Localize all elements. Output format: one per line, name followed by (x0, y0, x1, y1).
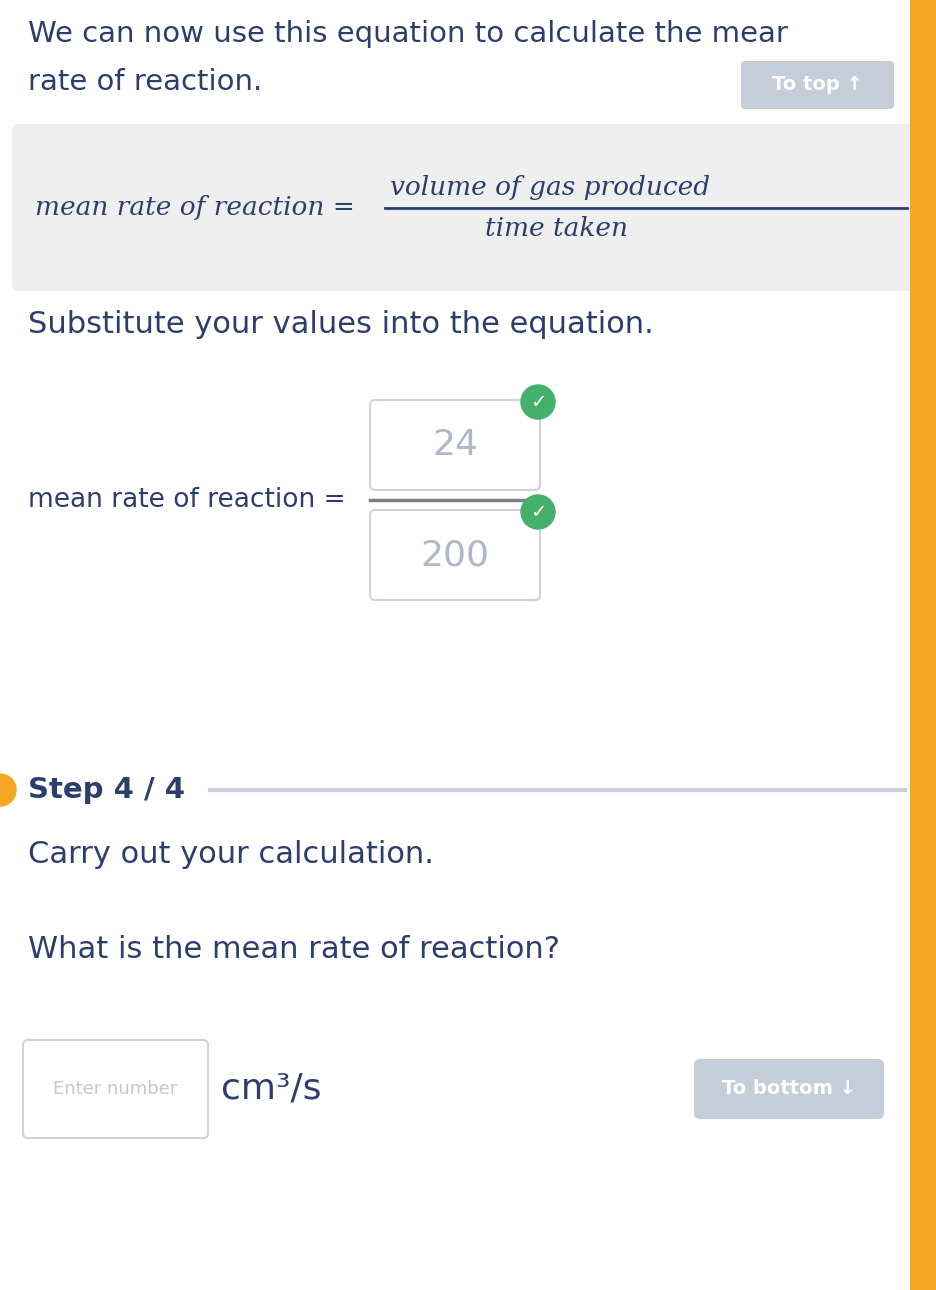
Text: volume of gas produced: volume of gas produced (389, 174, 709, 200)
Text: ✓: ✓ (529, 503, 546, 521)
Text: To top ↑: To top ↑ (771, 76, 862, 94)
Text: What is the mean rate of reaction?: What is the mean rate of reaction? (28, 935, 560, 964)
Text: cm³/s: cm³/s (221, 1072, 321, 1106)
Text: 24: 24 (431, 428, 477, 462)
Text: mean rate of reaction =: mean rate of reaction = (35, 195, 355, 221)
FancyBboxPatch shape (694, 1059, 883, 1118)
Text: rate of reaction.: rate of reaction. (28, 68, 262, 95)
FancyBboxPatch shape (12, 124, 915, 292)
Text: Enter number: Enter number (53, 1080, 178, 1098)
Text: 200: 200 (420, 538, 489, 571)
Text: To bottom ↓: To bottom ↓ (722, 1080, 856, 1099)
Circle shape (0, 774, 16, 806)
Text: time taken: time taken (485, 215, 627, 240)
Text: Substitute your values into the equation.: Substitute your values into the equation… (28, 310, 653, 339)
Text: Step 4 / 4: Step 4 / 4 (28, 777, 184, 804)
Text: Carry out your calculation.: Carry out your calculation. (28, 840, 433, 869)
Circle shape (520, 384, 554, 419)
FancyBboxPatch shape (370, 400, 539, 490)
Text: ✓: ✓ (529, 392, 546, 412)
FancyBboxPatch shape (23, 1040, 208, 1138)
FancyBboxPatch shape (370, 510, 539, 600)
Circle shape (520, 495, 554, 529)
FancyBboxPatch shape (740, 61, 893, 108)
Text: We can now use this equation to calculate the mear: We can now use this equation to calculat… (28, 21, 787, 48)
Text: mean rate of reaction =: mean rate of reaction = (28, 488, 345, 513)
FancyBboxPatch shape (909, 0, 936, 1290)
